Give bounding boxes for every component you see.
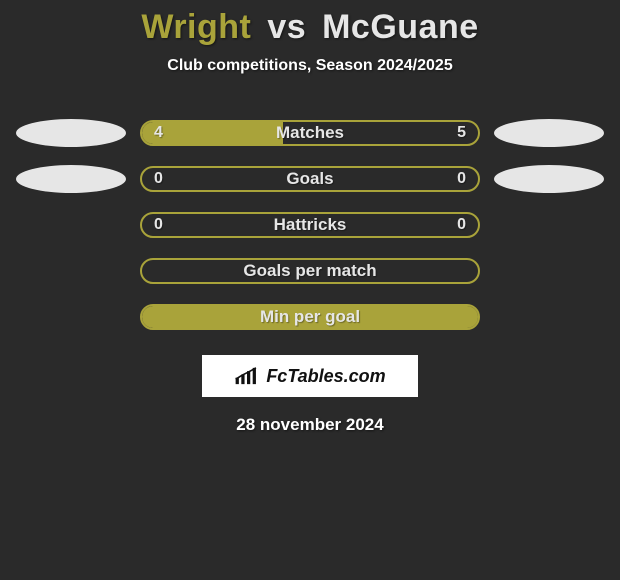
stat-label: Goals — [286, 169, 333, 189]
player1-name: Wright — [141, 8, 251, 46]
chart-icon — [234, 366, 260, 386]
left-ellipse — [16, 119, 126, 147]
stat-bar: 4 Matches 5 — [140, 120, 480, 146]
stat-value-right: 5 — [457, 124, 466, 142]
stat-row: 4 Matches 5 — [0, 119, 620, 147]
stat-row: Min per goal — [0, 303, 620, 331]
stat-value-right: 0 — [457, 170, 466, 188]
header-title: Wright vs McGuane — [0, 0, 620, 47]
stat-value-left: 0 — [154, 216, 163, 234]
stat-bar: 0 Goals 0 — [140, 166, 480, 192]
stat-label: Goals per match — [243, 261, 376, 281]
stat-bar: Min per goal — [140, 304, 480, 330]
logo-box: FcTables.com — [202, 355, 418, 397]
stat-row: 0 Hattricks 0 — [0, 211, 620, 239]
right-ellipse — [494, 165, 604, 193]
stat-bar: 0 Hattricks 0 — [140, 212, 480, 238]
stat-row: 0 Goals 0 — [0, 165, 620, 193]
stat-value-left: 0 — [154, 170, 163, 188]
stat-row: Goals per match — [0, 257, 620, 285]
stat-bar: Goals per match — [140, 258, 480, 284]
left-ellipse — [16, 165, 126, 193]
stat-label: Hattricks — [274, 215, 347, 235]
stat-label: Min per goal — [260, 307, 360, 327]
right-ellipse — [494, 119, 604, 147]
subtitle: Club competitions, Season 2024/2025 — [0, 57, 620, 75]
date-line: 28 november 2024 — [0, 415, 620, 435]
stat-value-right: 0 — [457, 216, 466, 234]
stat-value-left: 4 — [154, 124, 163, 142]
bar-fill-left — [142, 122, 283, 144]
stat-rows: 4 Matches 5 0 Goals 0 0 Hattricks 0 Goals per mat… — [0, 119, 620, 331]
vs-label: vs — [267, 8, 306, 46]
stat-label: Matches — [276, 123, 344, 143]
logo-text: FcTables.com — [266, 366, 385, 387]
player2-name: McGuane — [322, 8, 479, 46]
